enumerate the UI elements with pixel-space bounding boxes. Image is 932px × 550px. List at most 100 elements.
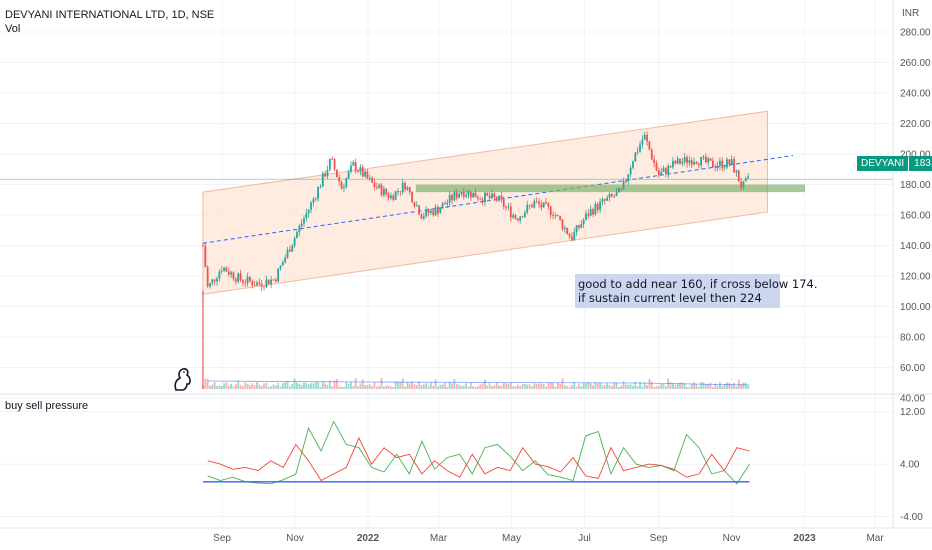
volume-bar — [382, 386, 385, 389]
volume-bar — [249, 385, 251, 389]
volume-bar — [277, 382, 280, 389]
volume-bar — [643, 382, 646, 389]
candle-body — [613, 195, 616, 197]
candle-body — [476, 197, 479, 199]
volume-bar — [333, 380, 336, 389]
candle-body — [204, 245, 207, 268]
volume-bar — [307, 384, 310, 389]
candle-body — [693, 161, 695, 165]
volume-bar — [679, 382, 681, 389]
price-tick-label: 120.00 — [900, 272, 931, 283]
volume-bar — [460, 385, 463, 389]
volume-bar — [627, 384, 630, 389]
volume-bar — [502, 382, 505, 389]
candle-body — [467, 191, 470, 195]
volume-bar — [216, 386, 218, 389]
candle-body — [716, 165, 719, 168]
candle-body — [531, 205, 533, 208]
volume-bar — [542, 383, 545, 389]
volume-bar — [711, 386, 714, 389]
candle-body — [592, 209, 594, 215]
candle-body — [296, 232, 298, 238]
volume-bar — [526, 384, 529, 389]
volume-bar — [622, 381, 625, 389]
volume-bar — [690, 383, 693, 389]
volume-bar — [533, 383, 536, 389]
candle-body — [523, 212, 526, 218]
candle-body — [270, 279, 272, 285]
last-price-value: 183.50 — [909, 156, 932, 171]
candle-body — [300, 223, 303, 227]
candle-body — [526, 205, 529, 213]
volume-bar — [429, 382, 432, 389]
candle-body — [648, 141, 651, 150]
candle-body — [491, 193, 493, 199]
volume-bar — [371, 386, 374, 389]
volume-bar — [693, 382, 695, 389]
candle-body — [740, 181, 742, 188]
currency-label: INR — [902, 8, 920, 19]
volume-bar — [653, 386, 656, 389]
candle-body — [580, 224, 583, 228]
volume-bar — [528, 384, 531, 389]
candle-body — [314, 198, 317, 200]
volume-bar — [390, 386, 392, 389]
candle-body — [726, 159, 728, 168]
candle-body — [263, 286, 265, 288]
volume-bar — [578, 383, 580, 389]
volume-bar — [493, 385, 496, 389]
candle-body — [458, 194, 460, 198]
candle-body — [249, 276, 251, 282]
volume-bar — [272, 384, 275, 389]
volume-bar — [418, 381, 421, 389]
candle-body — [462, 191, 465, 197]
candle-body — [380, 184, 383, 196]
candle-body — [599, 201, 601, 211]
volume-bar — [728, 382, 731, 389]
volume-bar — [568, 386, 571, 389]
volume-bar — [535, 383, 538, 389]
candle-body — [744, 178, 747, 182]
candle-body — [385, 188, 388, 195]
candle-body — [321, 173, 324, 187]
candle-body — [218, 271, 221, 279]
volume-bar — [385, 385, 388, 389]
volume-bar — [206, 379, 209, 389]
candle-body — [223, 267, 225, 271]
volume-bar — [726, 382, 728, 389]
candle-body — [399, 191, 402, 193]
candle-body — [234, 279, 237, 282]
candle-body — [211, 279, 214, 284]
candle-body — [260, 283, 263, 287]
candle-body — [474, 192, 477, 198]
candle-body — [284, 257, 287, 263]
candle-body — [427, 209, 430, 213]
price-tick-label: 220.00 — [900, 119, 931, 130]
price-tick-label: 160.00 — [900, 211, 931, 222]
volume-bar — [373, 382, 376, 389]
volume-bar — [251, 383, 254, 389]
volume-bar — [596, 383, 599, 389]
volume-bar — [368, 384, 371, 389]
candle-body — [667, 165, 670, 174]
candle-body — [420, 214, 423, 219]
annotation-line-2: if sustain current level then 224 — [578, 291, 762, 305]
volume-bar — [331, 386, 334, 389]
annotation-note[interactable]: good to add near 160, if cross below 174… — [575, 274, 818, 308]
volume-bar — [357, 386, 359, 389]
volume-bar — [570, 384, 573, 389]
volume-bar — [392, 386, 395, 389]
candle-body — [545, 202, 547, 204]
volume-bar — [603, 385, 606, 389]
candle-body — [636, 151, 639, 153]
candle-body — [559, 215, 562, 220]
candle-body — [338, 177, 341, 182]
volume-bar — [632, 385, 634, 389]
volume-bar — [267, 386, 270, 389]
candle-body — [495, 197, 498, 201]
volume-bar — [488, 383, 491, 389]
candle-body — [206, 267, 209, 287]
candle-body — [227, 271, 230, 275]
volume-bar — [284, 382, 287, 389]
candle-body — [345, 178, 348, 188]
